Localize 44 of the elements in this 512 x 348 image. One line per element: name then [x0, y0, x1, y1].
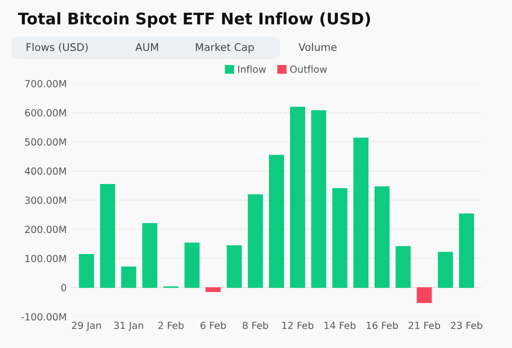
x-tick-label: 23 Feb [450, 322, 482, 330]
bar [438, 252, 453, 288]
x-tick-label: 2 Feb [158, 322, 184, 330]
text: AUM [135, 43, 158, 52]
y-tick-label: -100.00M [21, 313, 66, 321]
bar [374, 186, 390, 288]
legend-label: Outflow [290, 65, 327, 73]
text: Volume [298, 42, 337, 52]
chart-title: Total Bitcoin Spot ETF Net Inflow (USD) [18, 12, 370, 28]
bar [206, 287, 221, 292]
x-tick-label: 12 Feb [282, 322, 314, 330]
y-tick-label: 300.00M [25, 196, 66, 204]
y-tick-label: 0 [61, 284, 66, 292]
bar [142, 223, 158, 288]
y-tick-label: 700.00M [25, 80, 66, 88]
text: Flows (USD) [26, 42, 88, 52]
y-tick-label: 100.00M [25, 254, 66, 262]
x-tick-label: 6 Feb [200, 322, 226, 330]
bar [184, 242, 200, 288]
x-tick-label: 14 Feb [324, 322, 356, 330]
x-tick-label: 8 Feb [242, 322, 268, 330]
y-tick-label: 600.00M [25, 109, 66, 116]
x-tick-label: 31 Jan [114, 322, 144, 331]
text: Market Cap [196, 42, 254, 54]
x-tick-label: 21 Feb [408, 322, 440, 330]
x-tick-label: 29 Jan [72, 322, 101, 331]
bar [78, 254, 94, 288]
x-tick-label: 16 Feb [366, 322, 398, 330]
bar [268, 154, 284, 288]
bar [121, 266, 136, 288]
bar [332, 188, 348, 288]
bar [311, 110, 326, 288]
bar [396, 246, 411, 288]
legend-label: Inflow [238, 65, 266, 73]
bar [226, 245, 242, 288]
bar [458, 213, 474, 288]
bar [353, 138, 368, 288]
bar [248, 194, 263, 288]
bar [290, 106, 306, 288]
y-tick-label: 500.00M [25, 138, 66, 146]
y-tick-label: 200.00M [25, 226, 66, 234]
bar [416, 287, 432, 304]
bar [100, 184, 116, 288]
y-tick-label: 400.00M [24, 167, 66, 175]
